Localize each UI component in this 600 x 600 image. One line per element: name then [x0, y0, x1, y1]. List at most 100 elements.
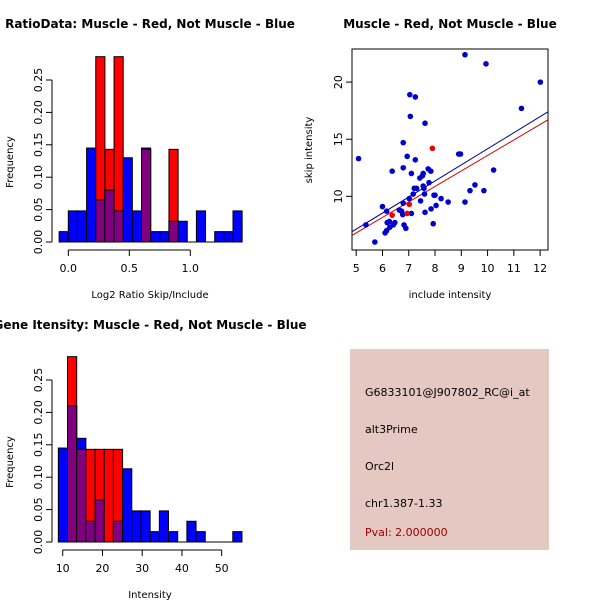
- x-tick-label: 40: [175, 562, 189, 575]
- point-not-muscle: [400, 164, 407, 171]
- point-not-muscle: [372, 239, 378, 245]
- point-not-muscle: [457, 151, 464, 157]
- y-tick-label: 0.00: [32, 230, 45, 255]
- point-not-muscle: [407, 113, 414, 120]
- event-type: alt3Prime: [365, 423, 418, 436]
- bar-not-muscle: [57, 447, 69, 543]
- scatter-title: Muscle - Red, Not Muscle - Blue: [343, 17, 557, 31]
- info-panel-background: [350, 349, 549, 550]
- y-tick-label: 20: [332, 75, 345, 89]
- bar-muscle: [103, 448, 114, 543]
- x-tick-label: 10: [56, 562, 70, 575]
- y-tick-label: 0.15: [32, 433, 45, 458]
- point-not-muscle: [412, 156, 419, 163]
- point-not-muscle: [426, 179, 432, 186]
- bar-overlap: [141, 148, 152, 243]
- bar-not-muscle: [131, 510, 142, 543]
- bar-not-muscle: [158, 510, 170, 543]
- x-tick-label: 11: [507, 262, 521, 275]
- bar-not-muscle: [150, 231, 161, 243]
- point-not-muscle: [400, 139, 407, 146]
- p-value: Pval: 2.000000: [365, 526, 448, 539]
- point-not-muscle: [386, 218, 393, 225]
- bar-not-muscle: [122, 157, 133, 243]
- bar-not-muscle: [67, 210, 78, 243]
- point-not-muscle: [399, 211, 406, 218]
- point-not-muscle: [537, 79, 544, 85]
- x-tick-label: 12: [533, 262, 547, 275]
- point-not-muscle: [379, 203, 386, 210]
- point-not-muscle: [355, 155, 362, 162]
- point-not-muscle: [490, 167, 497, 173]
- bar-not-muscle: [214, 231, 225, 243]
- bar-overlap: [94, 499, 105, 543]
- point-not-muscle: [406, 195, 413, 202]
- point-muscle: [389, 212, 395, 218]
- point-muscle: [429, 145, 436, 152]
- point-not-muscle: [413, 185, 420, 192]
- point-not-muscle: [407, 91, 413, 98]
- point-not-muscle: [422, 209, 428, 216]
- point-not-muscle: [432, 192, 438, 198]
- point-not-muscle: [408, 210, 415, 217]
- y-tick-label: 0.00: [32, 530, 45, 555]
- x-tick-label: 30: [135, 562, 149, 575]
- point-not-muscle: [483, 61, 489, 67]
- bar-not-muscle: [76, 210, 88, 243]
- fit-line: [351, 111, 549, 233]
- x-tick-label: 5: [353, 262, 360, 275]
- point-muscle: [406, 201, 413, 208]
- bar-overlap: [113, 210, 124, 243]
- y-tick-label: 0.25: [32, 368, 45, 393]
- y-tick-label: 0.20: [32, 100, 45, 125]
- bar-not-muscle: [232, 531, 243, 543]
- point-not-muscle: [467, 187, 473, 194]
- point-not-muscle: [518, 105, 525, 112]
- ratio-histogram-ylabel: Frequency: [5, 136, 16, 188]
- info-panel: G6833101@J907802_RC@i_at alt3Prime Orc2l…: [350, 349, 549, 550]
- x-tick-label: 0.5: [121, 262, 139, 275]
- point-not-muscle: [428, 206, 434, 212]
- chromosome-location: chr1.387-1.33: [365, 497, 443, 510]
- bar-overlap: [85, 520, 96, 543]
- intensity-histogram-xlabel: Intensity: [128, 590, 172, 600]
- scatter-xlabel: include intensity: [409, 290, 492, 301]
- bar-not-muscle: [168, 531, 179, 543]
- point-not-muscle: [404, 153, 410, 160]
- point-not-muscle: [462, 51, 468, 58]
- y-tick-label: 10: [332, 189, 345, 203]
- point-not-muscle: [400, 200, 407, 206]
- point-not-muscle: [422, 120, 428, 127]
- point-muscle: [404, 210, 410, 217]
- x-tick-label: 1.0: [182, 262, 200, 275]
- x-tick-label: 9: [458, 262, 465, 275]
- y-tick-label: 0.20: [32, 400, 45, 425]
- x-tick-label: 10: [481, 262, 495, 275]
- x-tick-label: 7: [405, 262, 412, 275]
- probe-id: G6833101@J907802_RC@i_at: [365, 386, 530, 399]
- y-tick-label: 0.15: [32, 133, 45, 158]
- x-tick-label: 0.0: [60, 262, 78, 275]
- point-not-muscle: [408, 170, 415, 177]
- y-tick-label: 0.10: [32, 165, 45, 190]
- ratio-histogram-title: RatioData: Muscle - Red, Not Muscle - Bl…: [5, 17, 295, 31]
- bar-not-muscle: [177, 220, 188, 243]
- intensity-histogram-title: Gene Itensity: Muscle - Red, Not Muscle …: [0, 318, 307, 332]
- y-tick-label: 0.10: [32, 465, 45, 490]
- y-tick-label: 0.05: [32, 497, 45, 521]
- bar-overlap: [95, 199, 106, 243]
- plot-box: [351, 48, 549, 251]
- bar-overlap: [104, 189, 115, 243]
- point-not-muscle: [462, 199, 468, 205]
- bar-not-muscle: [159, 231, 170, 243]
- point-not-muscle: [410, 191, 417, 197]
- point-not-muscle: [430, 220, 436, 227]
- point-not-muscle: [421, 185, 427, 192]
- y-tick-label: 0.25: [32, 68, 45, 93]
- intensity-scatter: Muscle - Red, Not Muscle - Blue include …: [304, 17, 557, 301]
- bar-not-muscle: [149, 531, 160, 543]
- x-tick-label: 6: [379, 262, 386, 275]
- intensity-histogram-ylabel: Frequency: [5, 436, 16, 488]
